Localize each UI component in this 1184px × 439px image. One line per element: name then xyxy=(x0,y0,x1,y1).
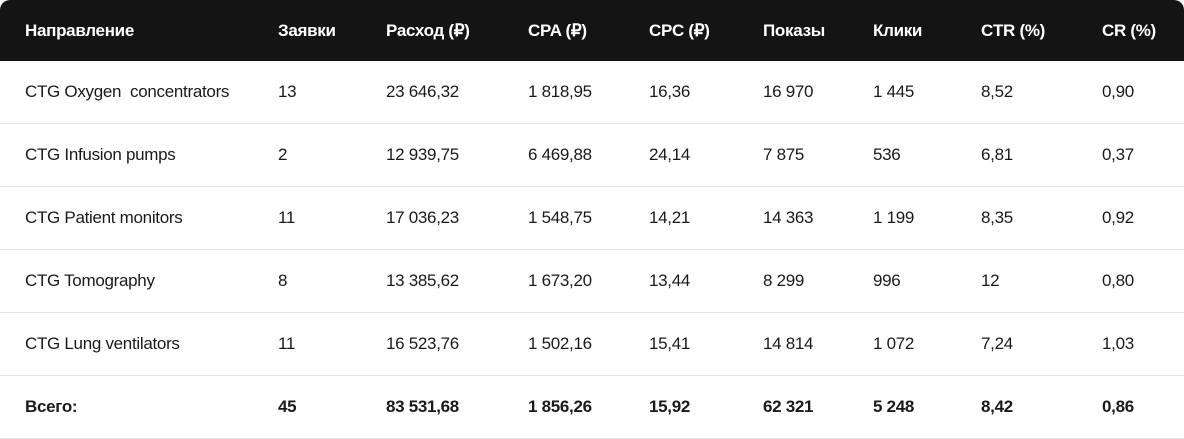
table-cell: 0,80 xyxy=(1102,250,1184,313)
header-cell: Расход (₽) xyxy=(386,0,528,61)
table-cell: 1 199 xyxy=(873,187,981,250)
table-cell: 14,21 xyxy=(649,187,763,250)
total-cell: 8,42 xyxy=(981,376,1102,439)
table-cell: 23 646,32 xyxy=(386,61,528,124)
table-cell: 24,14 xyxy=(649,124,763,187)
header-cell: Клики xyxy=(873,0,981,61)
table-cell: 6,81 xyxy=(981,124,1102,187)
table-cell: 0,90 xyxy=(1102,61,1184,124)
table-header: Направление Заявки Расход (₽) CPA (₽) CPC (₽… xyxy=(0,0,1184,61)
table-cell: 1 502,16 xyxy=(528,313,649,376)
header-cell: Заявки xyxy=(278,0,386,61)
table-cell: CTG Patient monitors xyxy=(0,187,278,250)
table-cell: 13 385,62 xyxy=(386,250,528,313)
table-cell: 0,92 xyxy=(1102,187,1184,250)
total-cell: 1 856,26 xyxy=(528,376,649,439)
table-cell: 996 xyxy=(873,250,981,313)
table-cell: 17 036,23 xyxy=(386,187,528,250)
table-row: CTG Patient monitors 11 17 036,23 1 548,75 1… xyxy=(0,187,1184,250)
table-cell: 536 xyxy=(873,124,981,187)
total-cell: 0,86 xyxy=(1102,376,1184,439)
table-cell: 11 xyxy=(278,313,386,376)
total-cell: Всего: xyxy=(0,376,278,439)
header-cell: Показы xyxy=(763,0,873,61)
total-cell: 5 248 xyxy=(873,376,981,439)
header-cell: CTR (%) xyxy=(981,0,1102,61)
table-cell: 1 548,75 xyxy=(528,187,649,250)
table-row: CTG Infusion pumps 2 12 939,75 6 469,88 24,1… xyxy=(0,124,1184,187)
table-cell: 8,35 xyxy=(981,187,1102,250)
header-cell: CPC (₽) xyxy=(649,0,763,61)
table-cell: 1 818,95 xyxy=(528,61,649,124)
table-cell: 11 xyxy=(278,187,386,250)
table-cell: 14 814 xyxy=(763,313,873,376)
table-cell: 6 469,88 xyxy=(528,124,649,187)
table-cell: 8,52 xyxy=(981,61,1102,124)
table-cell: 16,36 xyxy=(649,61,763,124)
header-cell: Направление xyxy=(0,0,278,61)
table-row: CTG Tomography 8 13 385,62 1 673,20 13,44 8 2… xyxy=(0,250,1184,313)
table-cell: 12 939,75 xyxy=(386,124,528,187)
total-cell: 45 xyxy=(278,376,386,439)
table-row: CTG Oxygen concentrators 13 23 646,32 1 818… xyxy=(0,61,1184,124)
total-row: Всего: 45 83 531,68 1 856,26 15,92 62 321 5 24… xyxy=(0,376,1184,439)
table-cell: 13,44 xyxy=(649,250,763,313)
header-cell: CR (%) xyxy=(1102,0,1184,61)
table-cell: CTG Infusion pumps xyxy=(0,124,278,187)
table-cell: 1 673,20 xyxy=(528,250,649,313)
table-cell: 1 072 xyxy=(873,313,981,376)
table-body: CTG Oxygen concentrators 13 23 646,32 1 818… xyxy=(0,61,1184,439)
table-cell: 1,03 xyxy=(1102,313,1184,376)
table-cell: 7,24 xyxy=(981,313,1102,376)
table-cell: 8 299 xyxy=(763,250,873,313)
table-cell: 12 xyxy=(981,250,1102,313)
table-cell: 14 363 xyxy=(763,187,873,250)
table-cell: CTG Oxygen concentrators xyxy=(0,61,278,124)
table-row: CTG Lung ventilators 11 16 523,76 1 502,16 1… xyxy=(0,313,1184,376)
header-cell: CPA (₽) xyxy=(528,0,649,61)
table-cell: 1 445 xyxy=(873,61,981,124)
table-cell: 16 523,76 xyxy=(386,313,528,376)
table-cell: CTG Lung ventilators xyxy=(0,313,278,376)
total-cell: 83 531,68 xyxy=(386,376,528,439)
header-row: Направление Заявки Расход (₽) CPA (₽) CPC (₽… xyxy=(0,0,1184,61)
table-cell: 16 970 xyxy=(763,61,873,124)
table-cell: 7 875 xyxy=(763,124,873,187)
table-cell: 13 xyxy=(278,61,386,124)
table-cell: 0,37 xyxy=(1102,124,1184,187)
table-cell: 15,41 xyxy=(649,313,763,376)
total-cell: 62 321 xyxy=(763,376,873,439)
table-cell: CTG Tomography xyxy=(0,250,278,313)
total-cell: 15,92 xyxy=(649,376,763,439)
table-cell: 8 xyxy=(278,250,386,313)
table-cell: 2 xyxy=(278,124,386,187)
